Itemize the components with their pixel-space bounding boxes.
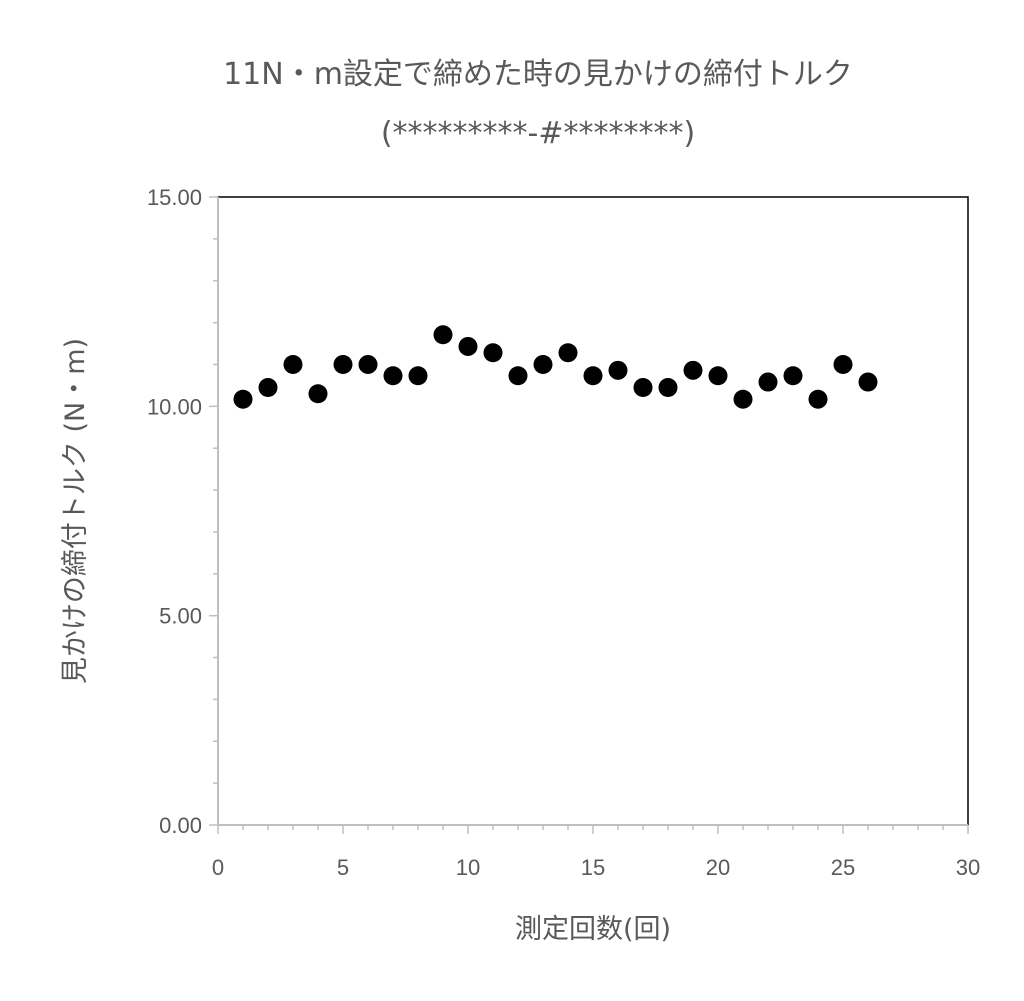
x-tick-label: 15: [581, 855, 605, 880]
data-point: [458, 336, 478, 356]
y-tick-label: 0.00: [159, 813, 202, 838]
data-point: [833, 354, 853, 374]
y-tick-label: 5.00: [159, 604, 202, 629]
y-tick-label: 10.00: [147, 394, 202, 419]
chart-title: 11N・m設定で締めた時の見かけの締付トルク: [223, 57, 853, 92]
data-point: [433, 325, 453, 345]
chart-subtitle: (*********-#********): [381, 116, 695, 151]
data-point: [608, 360, 628, 380]
y-axis-label: 見かけの締付トルク (N・m): [60, 338, 91, 684]
data-point: [483, 343, 503, 363]
data-point: [583, 366, 603, 386]
data-point: [658, 377, 678, 397]
y-tick-label: 15.00: [147, 185, 202, 210]
data-point: [558, 343, 578, 363]
data-point: [708, 366, 728, 386]
x-tick-label: 10: [456, 855, 480, 880]
data-point: [508, 366, 528, 386]
data-point: [258, 377, 278, 397]
x-tick-label: 25: [831, 855, 855, 880]
data-point: [283, 354, 303, 374]
data-point: [533, 354, 553, 374]
data-point: [733, 389, 753, 409]
data-point: [808, 389, 828, 409]
data-points: [233, 325, 878, 409]
x-tick-label: 30: [956, 855, 980, 880]
data-point: [683, 360, 703, 380]
axes: [209, 196, 969, 834]
x-tick-label: 5: [337, 855, 349, 880]
data-point: [383, 366, 403, 386]
x-tick-labels: 0 5 10 15 20 25 30: [212, 855, 980, 880]
x-axis-label: 測定回数(回): [515, 914, 671, 945]
data-point: [858, 372, 878, 392]
data-point: [333, 354, 353, 374]
data-point: [633, 377, 653, 397]
data-point: [308, 384, 328, 404]
data-point: [358, 354, 378, 374]
plot-area: [217, 196, 969, 826]
x-tick-label: 0: [212, 855, 224, 880]
data-point: [233, 389, 253, 409]
x-tick-label: 20: [706, 855, 730, 880]
data-point: [783, 366, 803, 386]
data-point: [758, 372, 778, 392]
y-tick-labels: 0.00 5.00 10.00 15.00: [147, 185, 202, 838]
data-point: [408, 366, 428, 386]
